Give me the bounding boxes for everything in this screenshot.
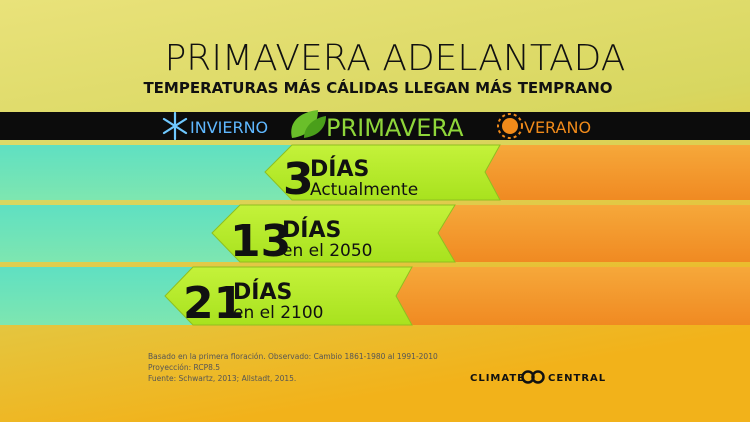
- summer-segment: [380, 267, 750, 325]
- days-unit: DÍAS: [282, 217, 341, 243]
- season-winter: INVIERNO: [190, 118, 268, 137]
- summer-segment: [420, 205, 750, 262]
- footnote: Fuente: Schwartz, 2013; Allstadt, 2015.: [148, 374, 296, 383]
- days-label: en el 2050: [282, 241, 373, 261]
- logo: CLIMATE CENTRAL: [470, 370, 606, 384]
- season-summer: VERANO: [524, 118, 591, 137]
- days-number: 3: [283, 154, 314, 205]
- spring-arrow: [211, 204, 456, 263]
- logo-left: CLIMATE: [470, 373, 525, 384]
- winter-segment: [0, 205, 250, 262]
- snowflake-icon: [162, 111, 188, 141]
- row: 13 DÍAS en el 2050: [0, 204, 750, 267]
- spring-arrow: [164, 266, 413, 326]
- subtitle: TEMPERATURAS MÁS CÁLIDAS LLEGAN MÁS TEMP…: [143, 78, 612, 97]
- logo-ring: [531, 370, 545, 384]
- row: 21 DÍAS en el 2100: [0, 266, 750, 329]
- logo-right: CENTRAL: [548, 373, 606, 384]
- season-spring: PRIMAVERA: [326, 114, 464, 142]
- season-band: [0, 112, 750, 140]
- title: PRIMAVERA ADELANTADA: [165, 38, 626, 79]
- days-unit: DÍAS: [310, 156, 369, 182]
- leaf-icon: [291, 110, 326, 138]
- footnote: Proyección: RCP8.5: [148, 363, 220, 372]
- spring-arrow: [264, 144, 501, 201]
- days-number: 13: [230, 216, 291, 267]
- days-label: en el 2100: [233, 303, 324, 323]
- sun-icon: [497, 113, 523, 139]
- days-label: Actualmente: [310, 180, 418, 200]
- row: 3 DÍAS Actualmente: [0, 144, 750, 205]
- summer-segment: [470, 145, 750, 200]
- days-unit: DÍAS: [233, 279, 292, 305]
- footnote: Basado en la primera floración. Observad…: [148, 352, 438, 361]
- winter-segment: [0, 145, 300, 200]
- days-number: 21: [183, 278, 244, 329]
